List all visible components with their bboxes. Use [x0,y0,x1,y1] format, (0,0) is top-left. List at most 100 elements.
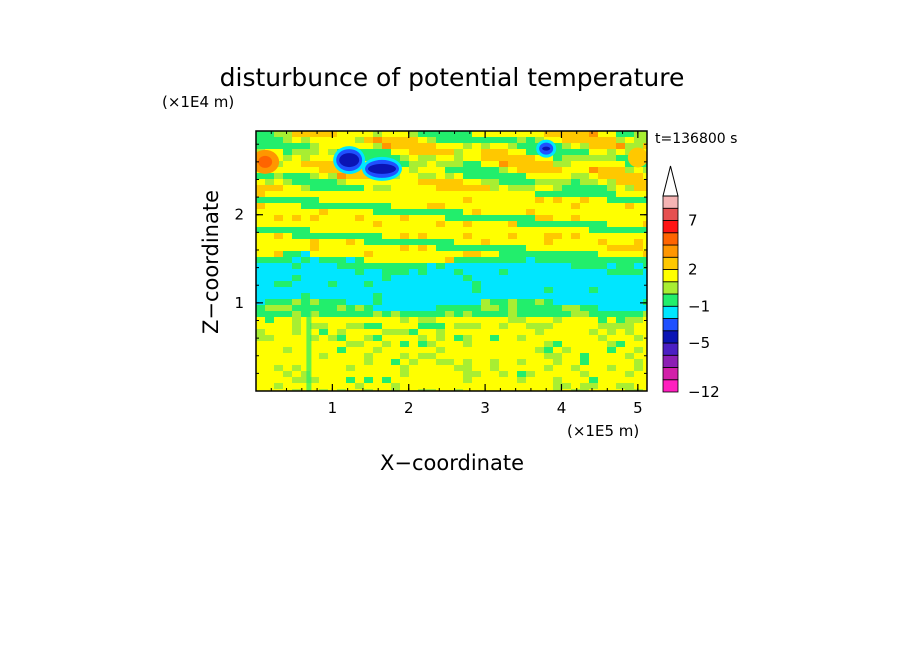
field-cell [436,161,445,167]
field-cell [427,305,436,311]
field-cell [418,335,427,341]
field-cell [445,149,454,155]
field-cell [445,215,454,221]
field-cell [616,341,625,347]
field-cell [643,281,647,287]
field-cell [391,359,400,365]
field-cell [499,155,508,161]
x-scale-label: (×1E5 m) [567,422,639,440]
field-cell [427,311,436,317]
field-cell [463,131,472,137]
field-cell [571,251,580,257]
field-cell [346,287,355,293]
field-cell [481,167,490,173]
field-cell [625,311,634,317]
field-cell [355,257,364,263]
field-cell [553,221,562,227]
field-cell [490,263,499,269]
field-cell [544,257,553,263]
field-cell [463,185,472,191]
field-cell [544,167,553,173]
field-cell [301,131,310,137]
field-cell [598,155,607,161]
field-cell [310,215,319,221]
field-cell [499,137,508,143]
field-cell [364,323,373,329]
field-cell [598,287,607,293]
field-cell [634,245,643,251]
field-cell [418,179,427,185]
field-cell [355,287,364,293]
field-cell [382,299,391,305]
field-cell [490,155,499,161]
field-cell [445,263,454,269]
field-cell [598,311,607,317]
field-cell [328,185,337,191]
field-cell [481,311,490,317]
field-cell [436,179,445,185]
field-cell [535,179,544,185]
field-cell [571,305,580,311]
field-cell [490,173,499,179]
field-cell [553,179,562,185]
field-cell [634,239,643,245]
field-cell [274,305,283,311]
field-cell [508,179,517,185]
field-cell [589,305,598,311]
field-cell [427,203,436,209]
field-cell [499,281,508,287]
colorbar-swatch [662,379,679,393]
field-cell [364,353,373,359]
field-cell [526,257,535,263]
field-cell [400,137,409,143]
field-cell [571,269,580,275]
field-cell [499,257,508,263]
colorbar-swatch [662,330,679,344]
field-cell [400,143,409,149]
field-cell [589,383,598,389]
field-cell [418,353,427,359]
field-cell [409,149,418,155]
field-cell [535,257,544,263]
field-cell [382,269,391,275]
field-cell [373,269,382,275]
field-cell [436,239,445,245]
field-cell [310,287,319,293]
field-cell [616,269,625,275]
field-cell [373,305,382,311]
field-cell [508,245,517,251]
field-cell [625,281,634,287]
field-cell [310,173,319,179]
field-cell [535,263,544,269]
field-cell [643,269,647,275]
field-cell [535,299,544,305]
field-cell [382,143,391,149]
field-cell [535,191,544,197]
field-cell [310,197,319,203]
field-cell [481,263,490,269]
field-cell [310,185,319,191]
field-cell [490,149,499,155]
field-cell [391,305,400,311]
field-cell [454,293,463,299]
field-cell [436,185,445,191]
field-cell [382,149,391,155]
field-cell [418,143,427,149]
field-cell [301,233,310,239]
field-cell [337,293,346,299]
field-cell [589,269,598,275]
field-cell [481,287,490,293]
field-cell [544,347,553,353]
field-cell [265,299,274,305]
field-cell [454,389,463,391]
field-cell [454,311,463,317]
field-cell [580,311,589,317]
field-cell [409,281,418,287]
field-cell [589,377,598,383]
field-cell [364,311,373,317]
field-cell [634,359,643,365]
field-cell [373,131,382,137]
field-cell [310,299,319,305]
field-cell [346,275,355,281]
x-tick-label: 4 [557,399,567,417]
